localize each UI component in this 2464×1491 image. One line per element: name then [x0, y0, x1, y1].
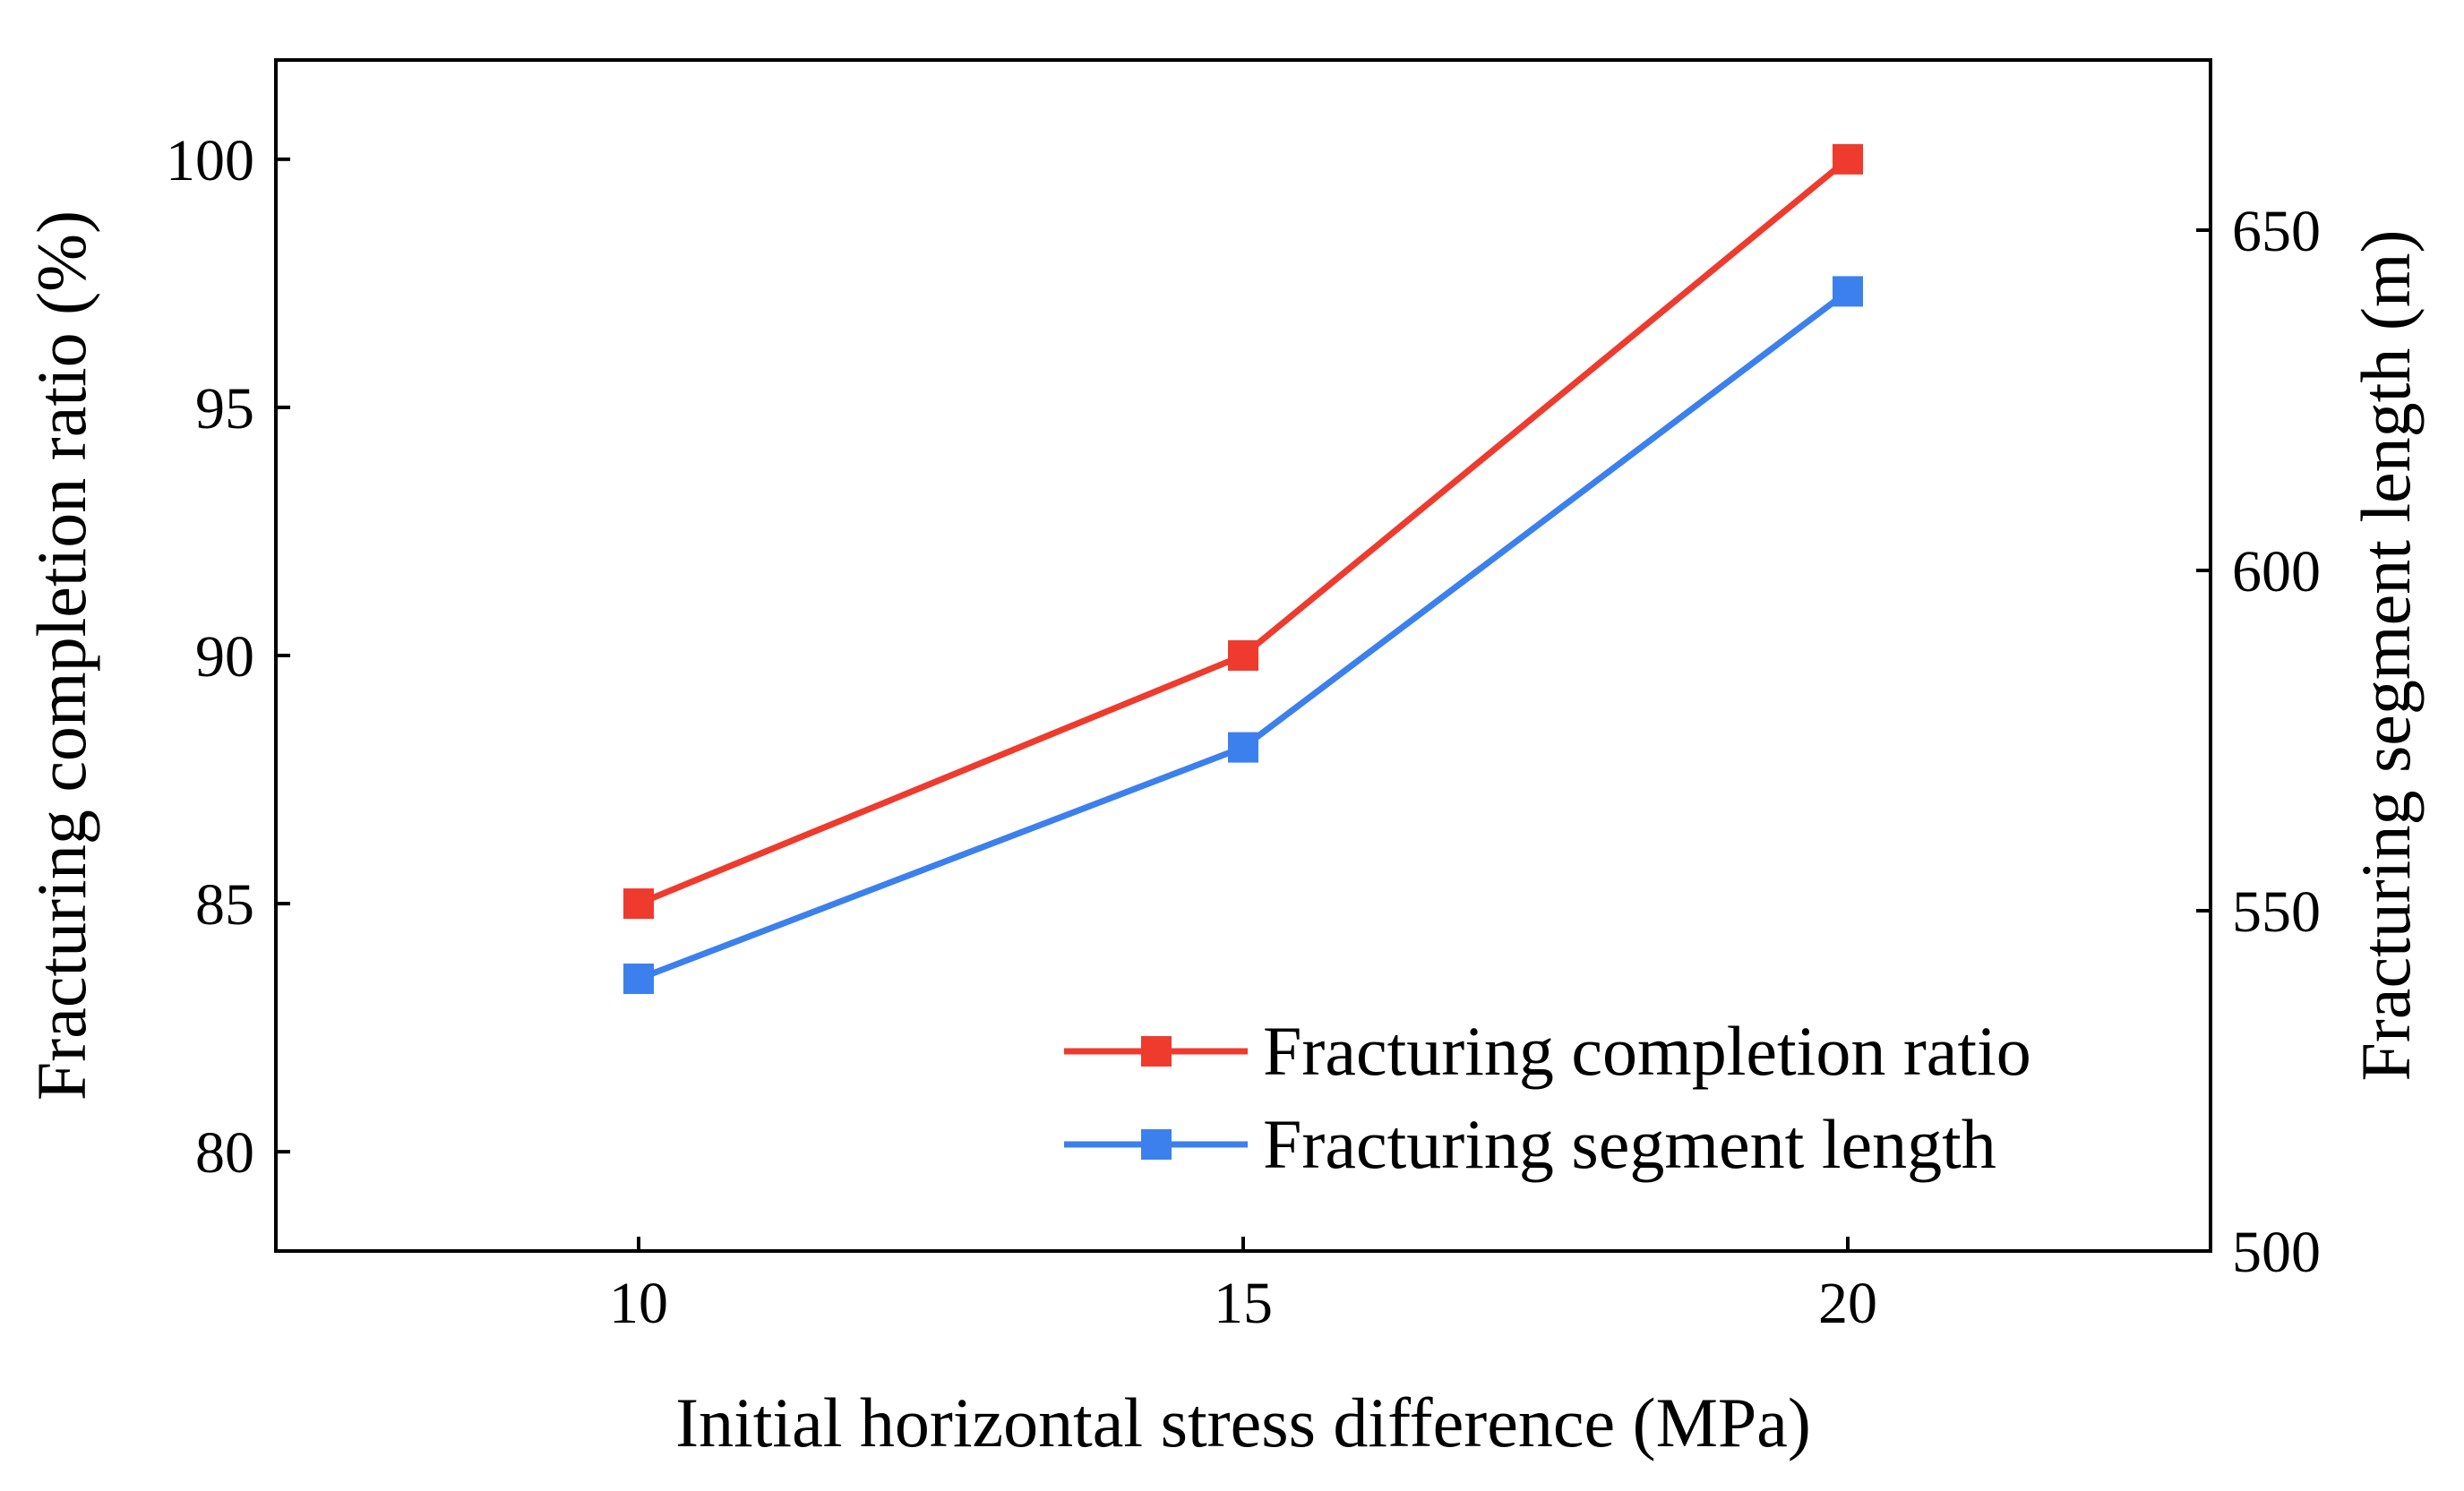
series-layer [623, 143, 1863, 994]
left-axis-title: Fracturing completion ratio (%) [22, 210, 100, 1101]
legend: Fracturing completion ratio Fracturing s… [1064, 1012, 2031, 1183]
x-axis-title: Initial horizontal stress difference (MP… [675, 1384, 1811, 1461]
legend-marker-segment-length [1141, 1129, 1172, 1160]
legend-label-completion-ratio: Fracturing completion ratio [1263, 1012, 2031, 1090]
x-tick-label: 10 [609, 1271, 668, 1336]
x-tick-label: 20 [1818, 1271, 1877, 1336]
series-line-completion-ratio [637, 157, 1850, 907]
x-axis-ticks: 10 15 20 [609, 1237, 1877, 1336]
data-point-segment-length [623, 964, 654, 994]
left-tick-label: 85 [195, 872, 254, 938]
legend-label-segment-length: Fracturing segment length [1263, 1105, 1996, 1183]
left-tick-label: 100 [166, 128, 254, 193]
data-point-completion-ratio [1833, 143, 1863, 175]
series-line-segment-length [637, 288, 1850, 982]
right-tick-label: 650 [2232, 199, 2321, 264]
right-tick-label: 550 [2232, 879, 2321, 945]
legend-marker-completion-ratio [1141, 1036, 1172, 1067]
right-tick-label: 500 [2232, 1220, 2321, 1285]
left-tick-label: 95 [195, 376, 254, 441]
legend-item-segment-length: Fracturing segment length [1064, 1105, 1996, 1183]
data-point-completion-ratio [1228, 640, 1258, 671]
x-tick-label: 15 [1214, 1271, 1273, 1336]
right-tick-label: 600 [2232, 539, 2321, 604]
right-axis-ticks: 500 550 600 650 [2196, 199, 2321, 1285]
data-point-completion-ratio [623, 888, 654, 920]
right-axis-title: Fracturing segment length (m) [2347, 230, 2425, 1082]
data-point-segment-length [1228, 732, 1258, 763]
left-axis-ticks: 80 85 90 95 100 [166, 128, 290, 1186]
legend-item-completion-ratio: Fracturing completion ratio [1064, 1012, 2031, 1090]
data-point-segment-length [1833, 276, 1863, 307]
left-tick-label: 90 [195, 624, 254, 690]
left-tick-label: 80 [195, 1120, 254, 1186]
